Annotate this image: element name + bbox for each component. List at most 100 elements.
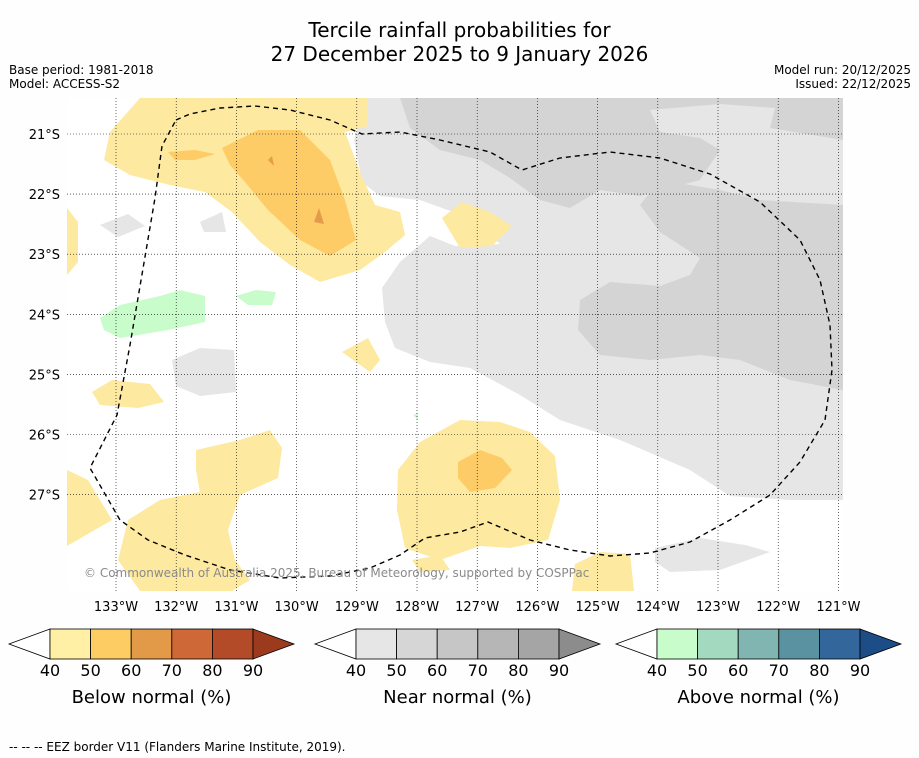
colorbar-tick-label: 70 <box>769 661 789 680</box>
colorbar-segment <box>171 628 213 660</box>
below-normal-region-small-b <box>342 338 380 372</box>
colorbar-under-arrow <box>614 628 658 660</box>
colorbar-under-arrow <box>313 628 357 660</box>
colorbar-over-arrow <box>859 628 903 660</box>
above-normal-region-west <box>100 290 205 338</box>
latitude-label: 22°S <box>29 188 60 203</box>
colorbar-tick-label: 80 <box>508 661 528 680</box>
near-normal-60-region-east <box>578 180 843 390</box>
colorbar-title: Above normal (%) <box>677 687 839 708</box>
latitude-labels: 21°S 22°S 23°S 24°S 25°S 26°S 27°S <box>29 128 60 504</box>
near-normal-region-patch <box>100 214 145 237</box>
near-normal-region-small <box>200 212 226 232</box>
longitude-label: 132°W <box>154 600 198 615</box>
colorbar-segment <box>518 628 560 660</box>
colorbar-tick-label: 70 <box>468 661 488 680</box>
longitude-label: 122°W <box>756 600 800 615</box>
colorbar-segment <box>737 628 780 660</box>
colorbar-segment <box>819 628 861 660</box>
title-line-2: 27 December 2025 to 9 January 2026 <box>270 42 649 66</box>
colorbar-title: Below normal (%) <box>72 687 232 708</box>
colorbar-tick-label: 50 <box>80 661 100 680</box>
colorbar-1: 40 50 60 70 80 90 Below normal (%) <box>7 628 296 708</box>
colorbar-tick-label: 40 <box>40 661 60 680</box>
colorbar-over-arrow <box>558 628 602 660</box>
longitude-label: 121°W <box>816 600 860 615</box>
copyright-text: © Commonwealth of Australia 2025, Bureau… <box>84 566 589 580</box>
meta-left: Base period: 1981-2018 Model: ACCESS-S2 <box>9 63 154 91</box>
below-normal-60-region-south <box>458 450 512 492</box>
colorbar-under-arrow <box>7 628 51 660</box>
colorbar-segment <box>656 628 698 660</box>
base-period: Base period: 1981-2018 <box>9 63 154 77</box>
latitude-label: 25°S <box>29 368 60 383</box>
below-normal-region-south-a <box>118 430 282 591</box>
below-normal-60-region-north <box>222 130 356 256</box>
title-line-1: Tercile rainfall probabilities for <box>308 18 611 42</box>
probability-fields <box>67 98 843 591</box>
eez-footnote: -- -- -- EEZ border V11 (Flanders Marine… <box>9 740 346 754</box>
latitude-label: 24°S <box>29 308 60 323</box>
colorbar-segment <box>355 628 397 660</box>
model-name: Model: ACCESS-S2 <box>9 77 121 91</box>
above-normal-region-small <box>236 290 276 305</box>
colorbar-segment <box>436 628 479 660</box>
latitude-label: 23°S <box>29 248 60 263</box>
colorbar-tick-label: 50 <box>386 661 406 680</box>
colorbar-tick-label: 40 <box>647 661 667 680</box>
colorbar-segment <box>477 628 519 660</box>
meta-right: Model run: 20/12/2025 Issued: 22/12/2025 <box>774 63 911 91</box>
above-normal-spot <box>413 413 418 420</box>
colorbar-segment <box>396 628 438 660</box>
colorbar-tick-label: 60 <box>121 661 141 680</box>
near-normal-region-west <box>172 348 236 396</box>
colorbar-segment <box>130 628 173 660</box>
longitude-label: 130°W <box>275 600 319 615</box>
map-gridlines <box>67 98 843 591</box>
colorbar-2: 40 50 60 70 80 90 Near normal (%) <box>313 628 602 708</box>
colorbar-tick-label: 90 <box>243 661 263 680</box>
below-normal-region-south-c <box>572 552 634 591</box>
near-normal-60-region-top <box>472 100 535 136</box>
colorbar-3: 40 50 60 70 80 90 Above normal (%) <box>614 628 903 708</box>
colorbar-tick-label: 80 <box>202 661 222 680</box>
below-normal-60-region-north-b <box>168 150 215 160</box>
longitude-label: 131°W <box>214 600 258 615</box>
latitude-label: 21°S <box>29 128 60 143</box>
longitude-label: 129°W <box>335 600 379 615</box>
colorbar-segment <box>778 628 820 660</box>
colorbar-tick-label: 70 <box>162 661 182 680</box>
colorbar-tick-label: 90 <box>549 661 569 680</box>
colorbar-segment <box>49 628 91 660</box>
colorbar-segment <box>90 628 132 660</box>
model-run: Model run: 20/12/2025 <box>773 63 911 77</box>
below-normal-region-west-b <box>92 380 164 408</box>
longitude-label: 125°W <box>576 600 620 615</box>
colorbar-tick-label: 80 <box>809 661 829 680</box>
near-normal-region-south <box>655 538 770 572</box>
longitude-label: 128°W <box>395 600 439 615</box>
longitude-label: 124°W <box>636 600 680 615</box>
colorbar-tick-label: 90 <box>850 661 870 680</box>
colorbar-segment <box>211 628 254 660</box>
legend-colorbars: 40 50 60 70 80 90 Below normal (%) 40 50 60 70 80 90… <box>7 628 903 708</box>
colorbar-tick-label: 50 <box>687 661 707 680</box>
below-normal-70-spot-b <box>314 208 324 224</box>
colorbar-tick-label: 60 <box>728 661 748 680</box>
longitude-labels: 133°W 132°W 131°W 130°W 129°W 128°W 127°W 126°W… <box>94 600 861 615</box>
latitude-label: 26°S <box>29 429 60 444</box>
issued-date: Issued: 22/12/2025 <box>795 77 911 91</box>
below-normal-region-west-a <box>67 208 78 275</box>
longitude-label: 126°W <box>515 600 559 615</box>
map-title: Tercile rainfall probabilities for 27 De… <box>0 18 919 66</box>
colorbar-title: Near normal (%) <box>383 687 532 708</box>
colorbar-tick-label: 60 <box>427 661 447 680</box>
below-normal-region-southwest <box>67 470 112 546</box>
longitude-label: 123°W <box>696 600 740 615</box>
colorbar-tick-label: 40 <box>346 661 366 680</box>
longitude-label: 133°W <box>94 600 138 615</box>
latitude-label: 27°S <box>29 489 60 504</box>
colorbar-over-arrow <box>252 628 296 660</box>
below-normal-70-spot-a <box>268 156 274 166</box>
